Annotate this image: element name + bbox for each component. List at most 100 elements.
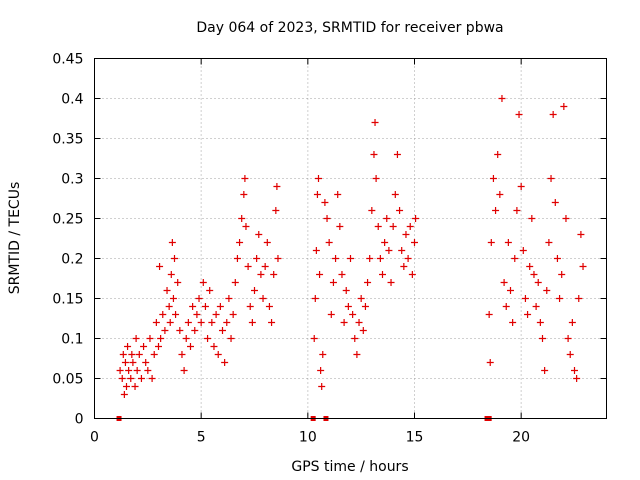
data-point [498, 95, 506, 102]
data-point [398, 247, 406, 254]
data-point [372, 175, 380, 182]
data-point [371, 119, 379, 126]
data-point [168, 239, 176, 246]
data-point [545, 239, 553, 246]
data-point [494, 151, 502, 158]
data-point [233, 255, 241, 262]
data-point [404, 255, 412, 262]
data-point [219, 327, 226, 334]
data-point [261, 263, 269, 270]
grid [94, 58, 607, 419]
data-point [370, 151, 378, 158]
data-point [144, 367, 152, 374]
data-point [240, 191, 248, 198]
data-point [191, 327, 199, 334]
data-point [124, 343, 132, 350]
data-point [502, 303, 510, 310]
data-point [180, 367, 188, 374]
x-tick-label: 5 [197, 430, 206, 446]
data-point [539, 335, 546, 342]
data-point [121, 359, 129, 366]
data-point [530, 271, 538, 278]
data-point [534, 279, 542, 286]
data-point [128, 351, 136, 358]
data-point [353, 351, 361, 358]
data-point [513, 207, 521, 214]
data-point [393, 151, 401, 158]
data-point [526, 263, 534, 270]
data-point [329, 279, 337, 286]
data-point [412, 215, 420, 222]
data-point [517, 183, 525, 190]
data-point [334, 191, 342, 198]
y-tick-label: 0.25 [52, 212, 83, 228]
data-point [273, 183, 281, 190]
data-point [238, 215, 246, 222]
data-point [500, 279, 508, 286]
data-point [268, 319, 276, 326]
data-point [187, 343, 194, 350]
data-point [248, 319, 256, 326]
y-tick-label: 0.05 [52, 372, 83, 388]
data-point [199, 279, 207, 286]
data-point [189, 303, 197, 310]
data-point [172, 311, 180, 318]
data-point [547, 175, 555, 182]
data-point [135, 351, 143, 358]
data-point [327, 311, 335, 318]
data-point [359, 327, 367, 334]
data-point [156, 263, 164, 270]
data-point [152, 319, 160, 326]
data-point [509, 319, 517, 326]
data-point [244, 263, 252, 270]
data-point [157, 335, 165, 342]
data-point [564, 335, 572, 342]
x-tick-label: 0 [90, 430, 99, 446]
x-axis-label: GPS time / hours [291, 459, 408, 475]
data-point [316, 271, 324, 278]
data-point [376, 255, 384, 262]
data-point [381, 239, 389, 246]
data-point [265, 303, 273, 310]
data-point [137, 375, 145, 382]
data-point [492, 207, 500, 214]
data-point [120, 391, 128, 398]
data-point [579, 263, 587, 270]
data-point [396, 207, 404, 214]
data-point [374, 223, 382, 230]
y-tick-label: 0.1 [61, 332, 83, 348]
data-point [169, 295, 177, 302]
data-point [174, 279, 182, 286]
data-point [504, 239, 512, 246]
data-point [313, 191, 321, 198]
data-point [364, 279, 372, 286]
data-point [116, 367, 124, 374]
data-point [257, 271, 265, 278]
data-point [178, 351, 186, 358]
data-point [146, 335, 154, 342]
data-point [216, 303, 224, 310]
data-point [556, 295, 564, 302]
data-point [272, 207, 280, 214]
data-point [385, 247, 393, 254]
y-tick-label: 0.2 [61, 252, 83, 268]
data-point [125, 367, 133, 374]
chart-title: Day 064 of 2023, SRMTID for receiver pbw… [196, 20, 503, 36]
y-tick-label: 0.15 [52, 292, 83, 308]
y-tick-label: 0.35 [52, 132, 83, 148]
data-point [575, 295, 583, 302]
data-point [132, 335, 140, 342]
data-point [274, 255, 282, 262]
data-point [549, 111, 557, 118]
y-tick-label: 0.45 [52, 52, 83, 68]
data-point [532, 303, 540, 310]
data-point [255, 231, 263, 238]
data-point [246, 303, 254, 310]
data-point [165, 303, 173, 310]
data-point [507, 287, 514, 294]
data-point [558, 271, 566, 278]
data-point [140, 343, 148, 350]
x-tick-label: 15 [406, 430, 424, 446]
data-point [387, 279, 395, 286]
data-point [368, 207, 376, 214]
